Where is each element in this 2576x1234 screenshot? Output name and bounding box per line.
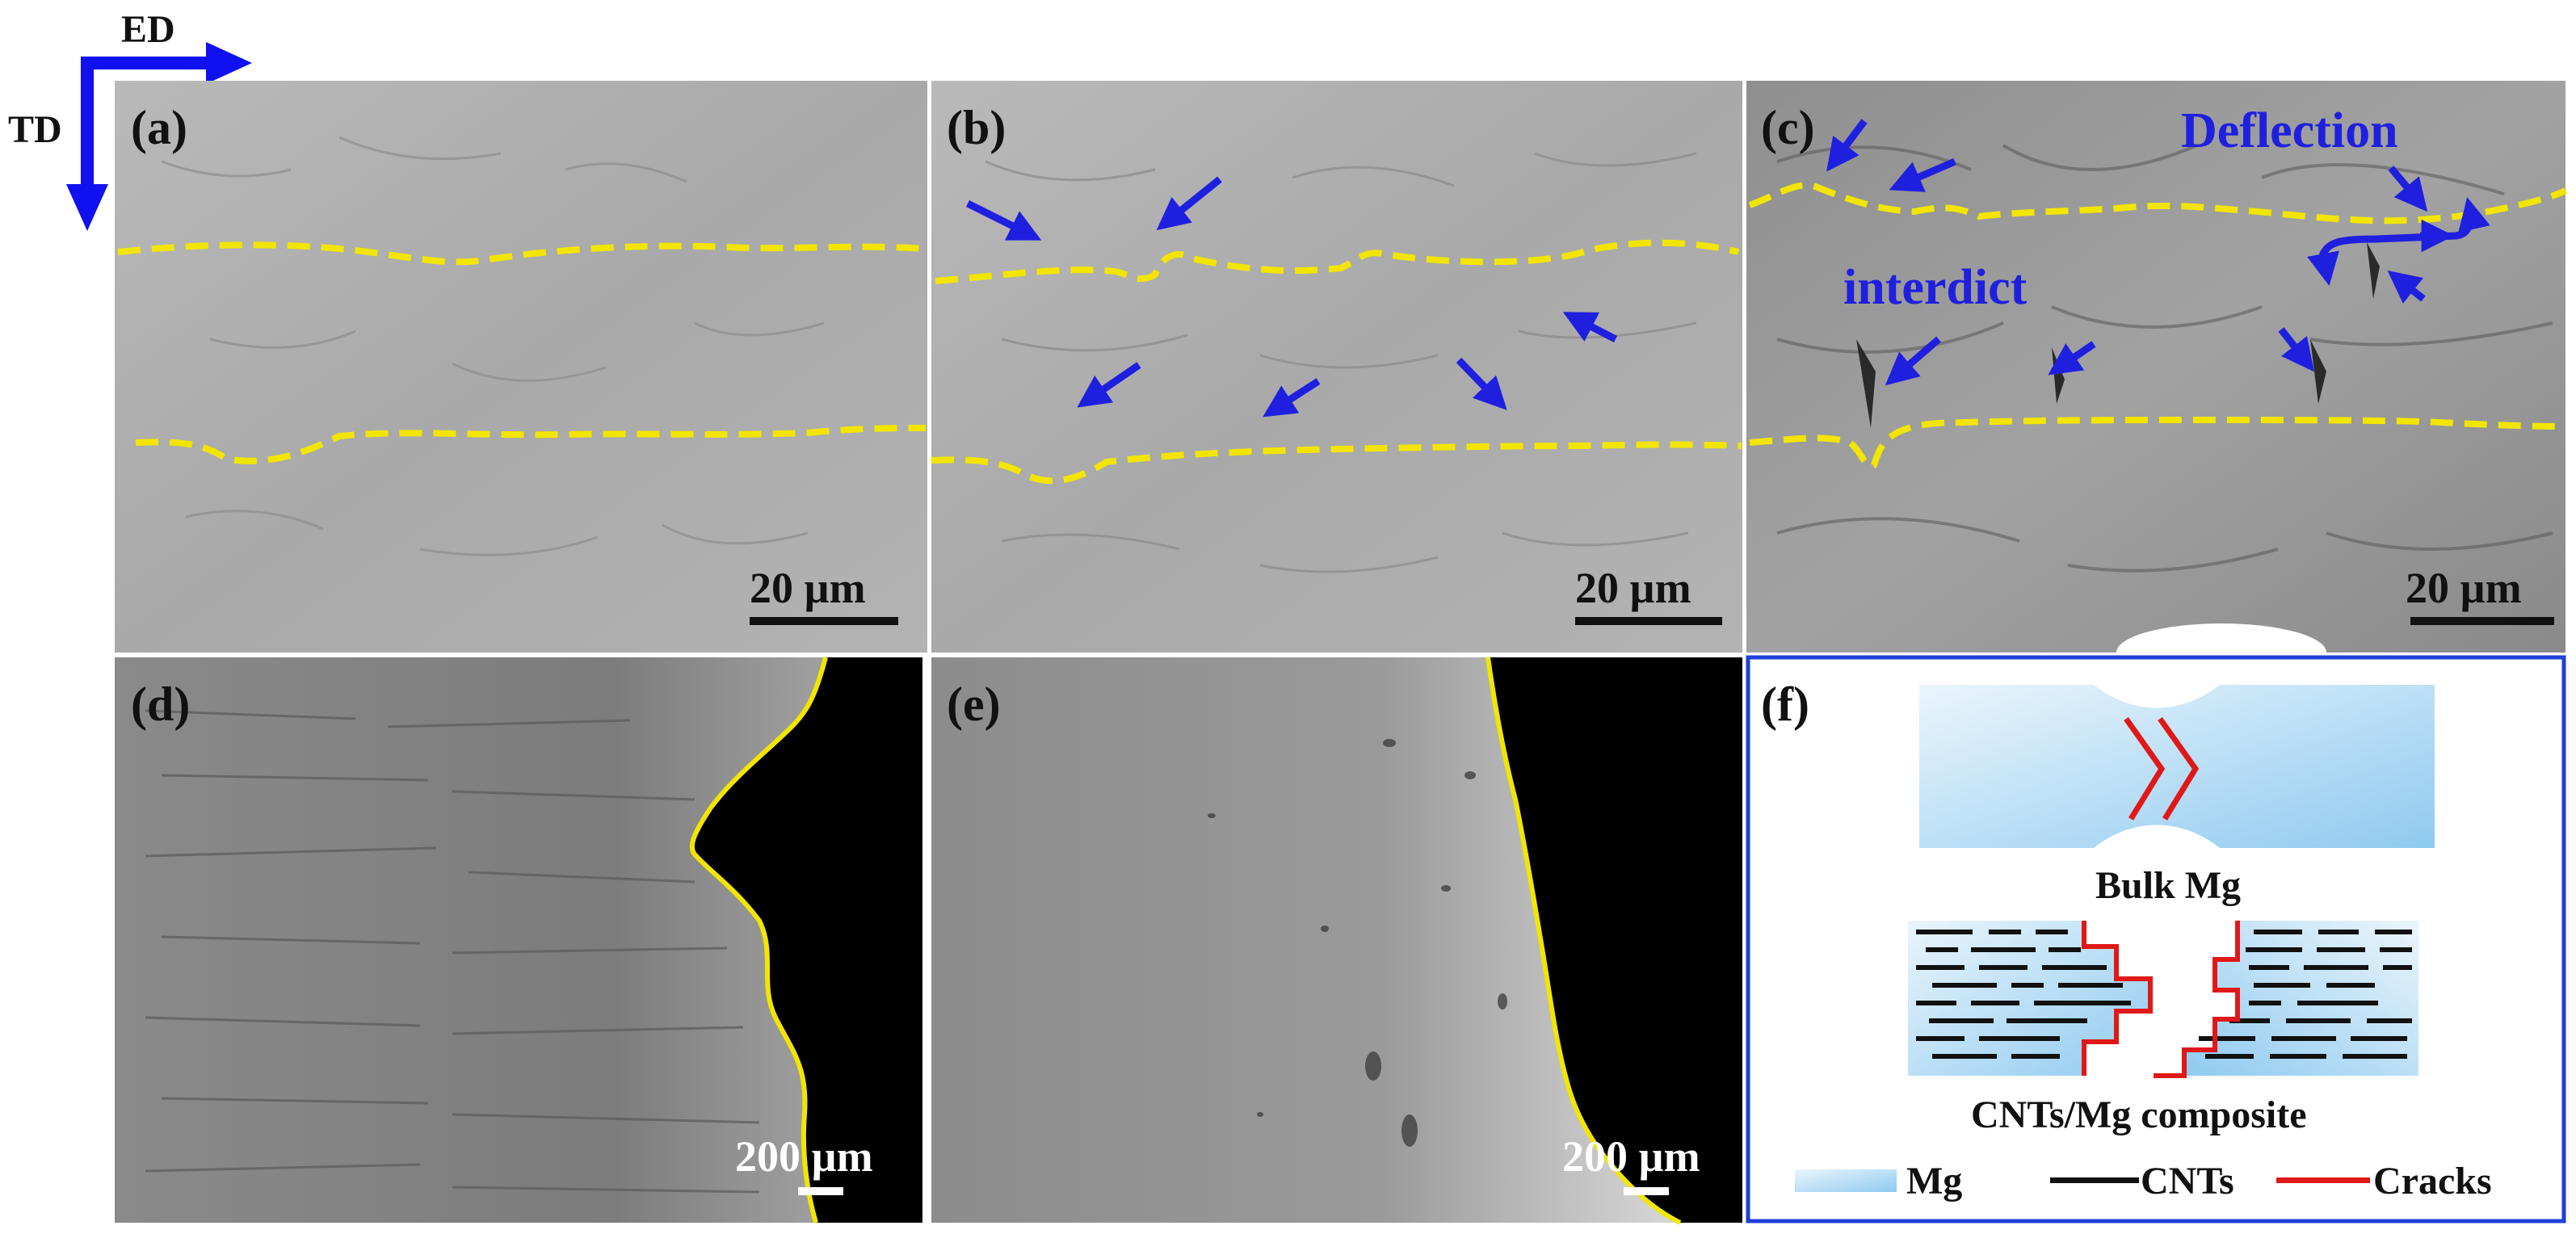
legend-cracks-swatch	[2276, 1177, 2370, 1183]
panel-d-scale-bar	[798, 1187, 843, 1195]
panel-c-scale-bar-label: 20 µm	[2406, 564, 2522, 612]
panel-c: (c) Deflection interdict 20 µm	[1746, 81, 2567, 682]
panel-a-label: (a)	[131, 101, 187, 154]
panel-e-scale-bar	[1624, 1187, 1669, 1195]
panel-b: (b) 20 µm	[931, 81, 1742, 653]
composite-right-crack-icon	[2154, 921, 2240, 1078]
fracture-edge-outline	[689, 657, 828, 1224]
legend-cnts-swatch	[2050, 1177, 2139, 1183]
arrow-icon	[1562, 312, 1618, 342]
arrow-icon	[1077, 362, 1141, 408]
composite-left-cnts	[1916, 930, 2131, 1059]
phase-boundary-lower	[931, 441, 1742, 485]
arrow-icon	[965, 199, 1042, 241]
arrow-icon	[1263, 378, 1321, 418]
arrow-icon	[1885, 336, 1941, 386]
arrow-icon	[1156, 176, 1222, 231]
panel-f: (f) Bulk Mg	[1746, 655, 2566, 1224]
panel-b-texture	[985, 152, 1697, 573]
panel-e-scale-bar-label: 200 µm	[1562, 1132, 1700, 1181]
panel-c-label: (c)	[1761, 101, 1815, 154]
panel-a-scale-bar-label: 20 µm	[750, 564, 866, 612]
bulk-crack-icon	[2124, 716, 2200, 821]
panel-e: (e) 200 µm	[931, 657, 1742, 1225]
interdict-annotation: interdict	[1843, 260, 2028, 315]
fracture-edge-outline	[1486, 657, 1682, 1225]
panel-e-specimen	[931, 657, 1680, 1223]
panel-b-label: (b)	[947, 101, 1006, 154]
ed-axis-label: ED	[121, 8, 175, 51]
phase-boundary-upper	[117, 241, 926, 266]
td-arrow-head	[66, 184, 108, 231]
panel-d-specimen	[115, 657, 826, 1223]
panel-a-scale-bar	[750, 617, 898, 625]
composite-right-cnts	[2199, 930, 2412, 1059]
legend-cnts-label: CNTs	[2141, 1160, 2234, 1203]
arrow-icon	[2278, 327, 2314, 372]
td-axis-label: TD	[8, 108, 62, 151]
phase-boundary-lower	[1749, 417, 2566, 470]
panel-a: (a) 20 µm	[115, 81, 927, 653]
panel-b-scale-bar	[1575, 617, 1722, 625]
arrow-icon	[1456, 357, 1507, 410]
panel-f-legend: Mg CNTs Cracks	[1795, 1160, 2492, 1203]
panel-d-scale-bar-label: 200 µm	[735, 1132, 873, 1181]
panel-d: (d) 200 µm	[115, 657, 922, 1224]
panel-c-scale-bar	[2410, 617, 2554, 625]
phase-boundary-lower	[135, 425, 927, 464]
panel-c-texture	[1776, 144, 2553, 573]
panel-d-texture	[145, 709, 760, 1194]
deflection-path-icon	[2307, 197, 2490, 286]
composite-left-crack-icon	[2082, 921, 2153, 1076]
panel-d-label: (d)	[131, 678, 190, 731]
legend-mg-swatch	[1795, 1169, 1897, 1192]
bulk-mg-specimen	[1919, 685, 2435, 848]
panel-a-texture	[161, 136, 825, 556]
phase-boundary-upper	[935, 239, 1739, 284]
bulk-mg-caption: Bulk Mg	[2095, 864, 2241, 907]
orientation-axes: ED TD	[8, 8, 252, 231]
panel-f-label: (f)	[1761, 678, 1809, 731]
panel-e-label: (e)	[947, 678, 1001, 731]
ed-arrow-head	[206, 42, 252, 84]
arrow-icon	[1826, 119, 1868, 172]
legend-cracks-label: Cracks	[2373, 1160, 2492, 1203]
deflection-annotation: Deflection	[2181, 103, 2398, 158]
legend-mg-label: Mg	[1906, 1160, 1962, 1203]
composite-left-half	[1908, 921, 2150, 1076]
composite-caption: CNTs/Mg composite	[1971, 1093, 2307, 1136]
arrow-icon	[1889, 157, 1956, 192]
panel-b-arrows	[965, 176, 1618, 418]
panel-e-texture	[1208, 739, 1507, 1147]
arrow-icon	[2048, 341, 2096, 376]
panel-b-scale-bar-label: 20 µm	[1575, 564, 1691, 612]
